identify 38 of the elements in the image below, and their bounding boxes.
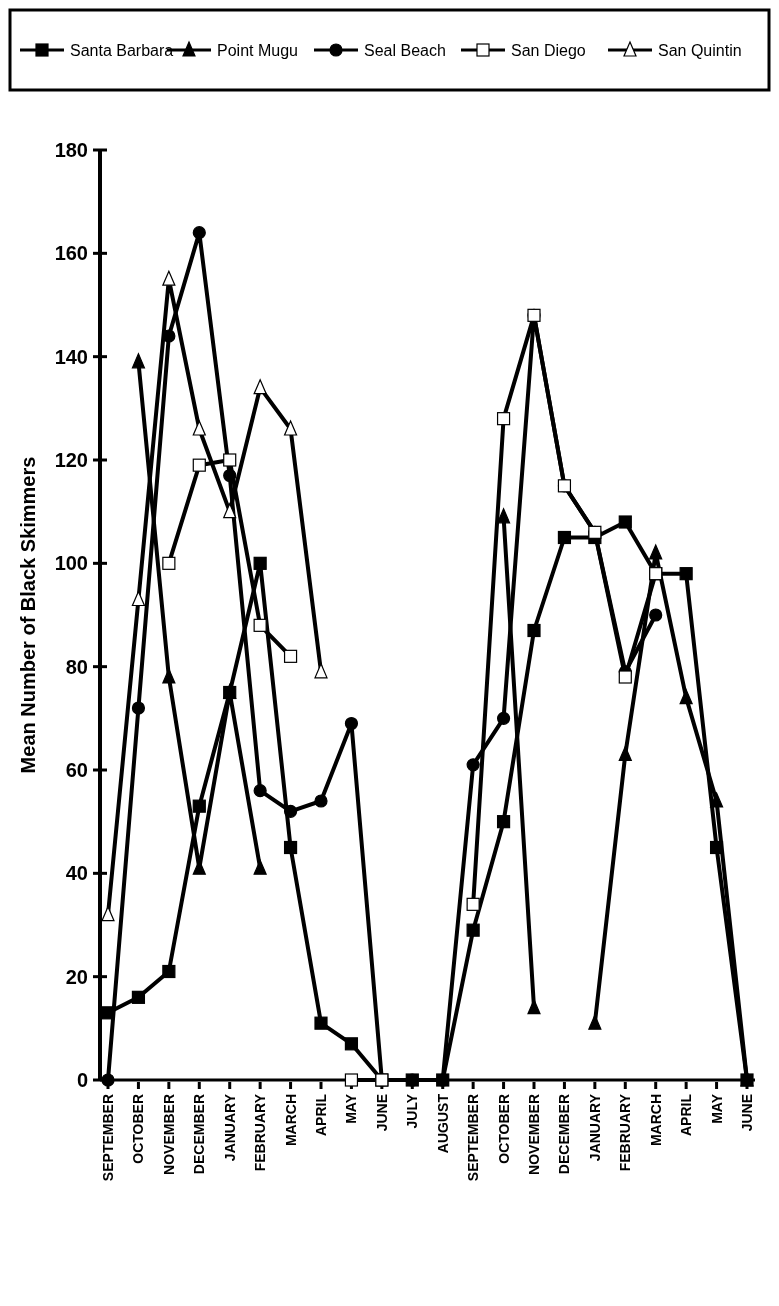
x-tick-label: FEBRUARY <box>252 1093 269 1172</box>
x-tick-label: SEPTEMBER <box>100 1094 116 1182</box>
y-tick-label: 160 <box>54 242 88 265</box>
x-tick-label: AUGUST <box>434 1093 451 1154</box>
y-tick-label: 20 <box>65 965 88 988</box>
y-tick-label: 80 <box>65 655 88 678</box>
legend-label: Point Mugu <box>217 41 298 59</box>
x-tick-label: DECEMBER <box>191 1094 208 1175</box>
x-tick-label: DECEMBER <box>556 1094 573 1175</box>
x-tick-label: JANUARY <box>221 1093 238 1162</box>
x-tick-label: OCTOBER <box>495 1094 512 1164</box>
x-tick-label: JUNE <box>373 1094 390 1132</box>
x-tick-label: NOVEMBER <box>526 1094 542 1175</box>
x-tick-label: OCTOBER <box>130 1094 147 1164</box>
x-tick-label: FEBRUARY <box>617 1093 634 1172</box>
legend-label: San Quintin <box>658 41 742 59</box>
x-tick-label: APRIL <box>313 1093 329 1136</box>
legend-label: Seal Beach <box>364 41 446 59</box>
y-tick-label: 0 <box>76 1069 88 1091</box>
y-tick-label: 60 <box>65 759 88 781</box>
y-axis-title: Mean Number of Black Skimmers <box>17 456 39 774</box>
x-tick-label: MAY <box>708 1093 725 1124</box>
x-tick-label: JULY <box>404 1093 421 1129</box>
y-tick-label: 180 <box>54 139 88 161</box>
x-tick-label: JANUARY <box>586 1093 603 1162</box>
y-tick-label: 140 <box>54 345 88 368</box>
x-tick-label: SEPTEMBER <box>465 1094 482 1182</box>
y-tick-label: 40 <box>65 862 88 885</box>
x-tick-label: MARCH <box>647 1094 664 1147</box>
y-tick-label: 100 <box>54 552 88 575</box>
legend-label: San Diego <box>511 41 586 59</box>
x-tick-label: MAY <box>343 1093 360 1124</box>
legend-label: Santa Barbara <box>70 41 174 59</box>
x-tick-label: APRIL <box>678 1093 695 1136</box>
x-tick-label: MARCH <box>282 1094 299 1147</box>
x-tick-label: NOVEMBER <box>160 1094 177 1175</box>
x-tick-label: JUNE <box>739 1094 755 1132</box>
y-tick-label: 120 <box>54 449 88 471</box>
